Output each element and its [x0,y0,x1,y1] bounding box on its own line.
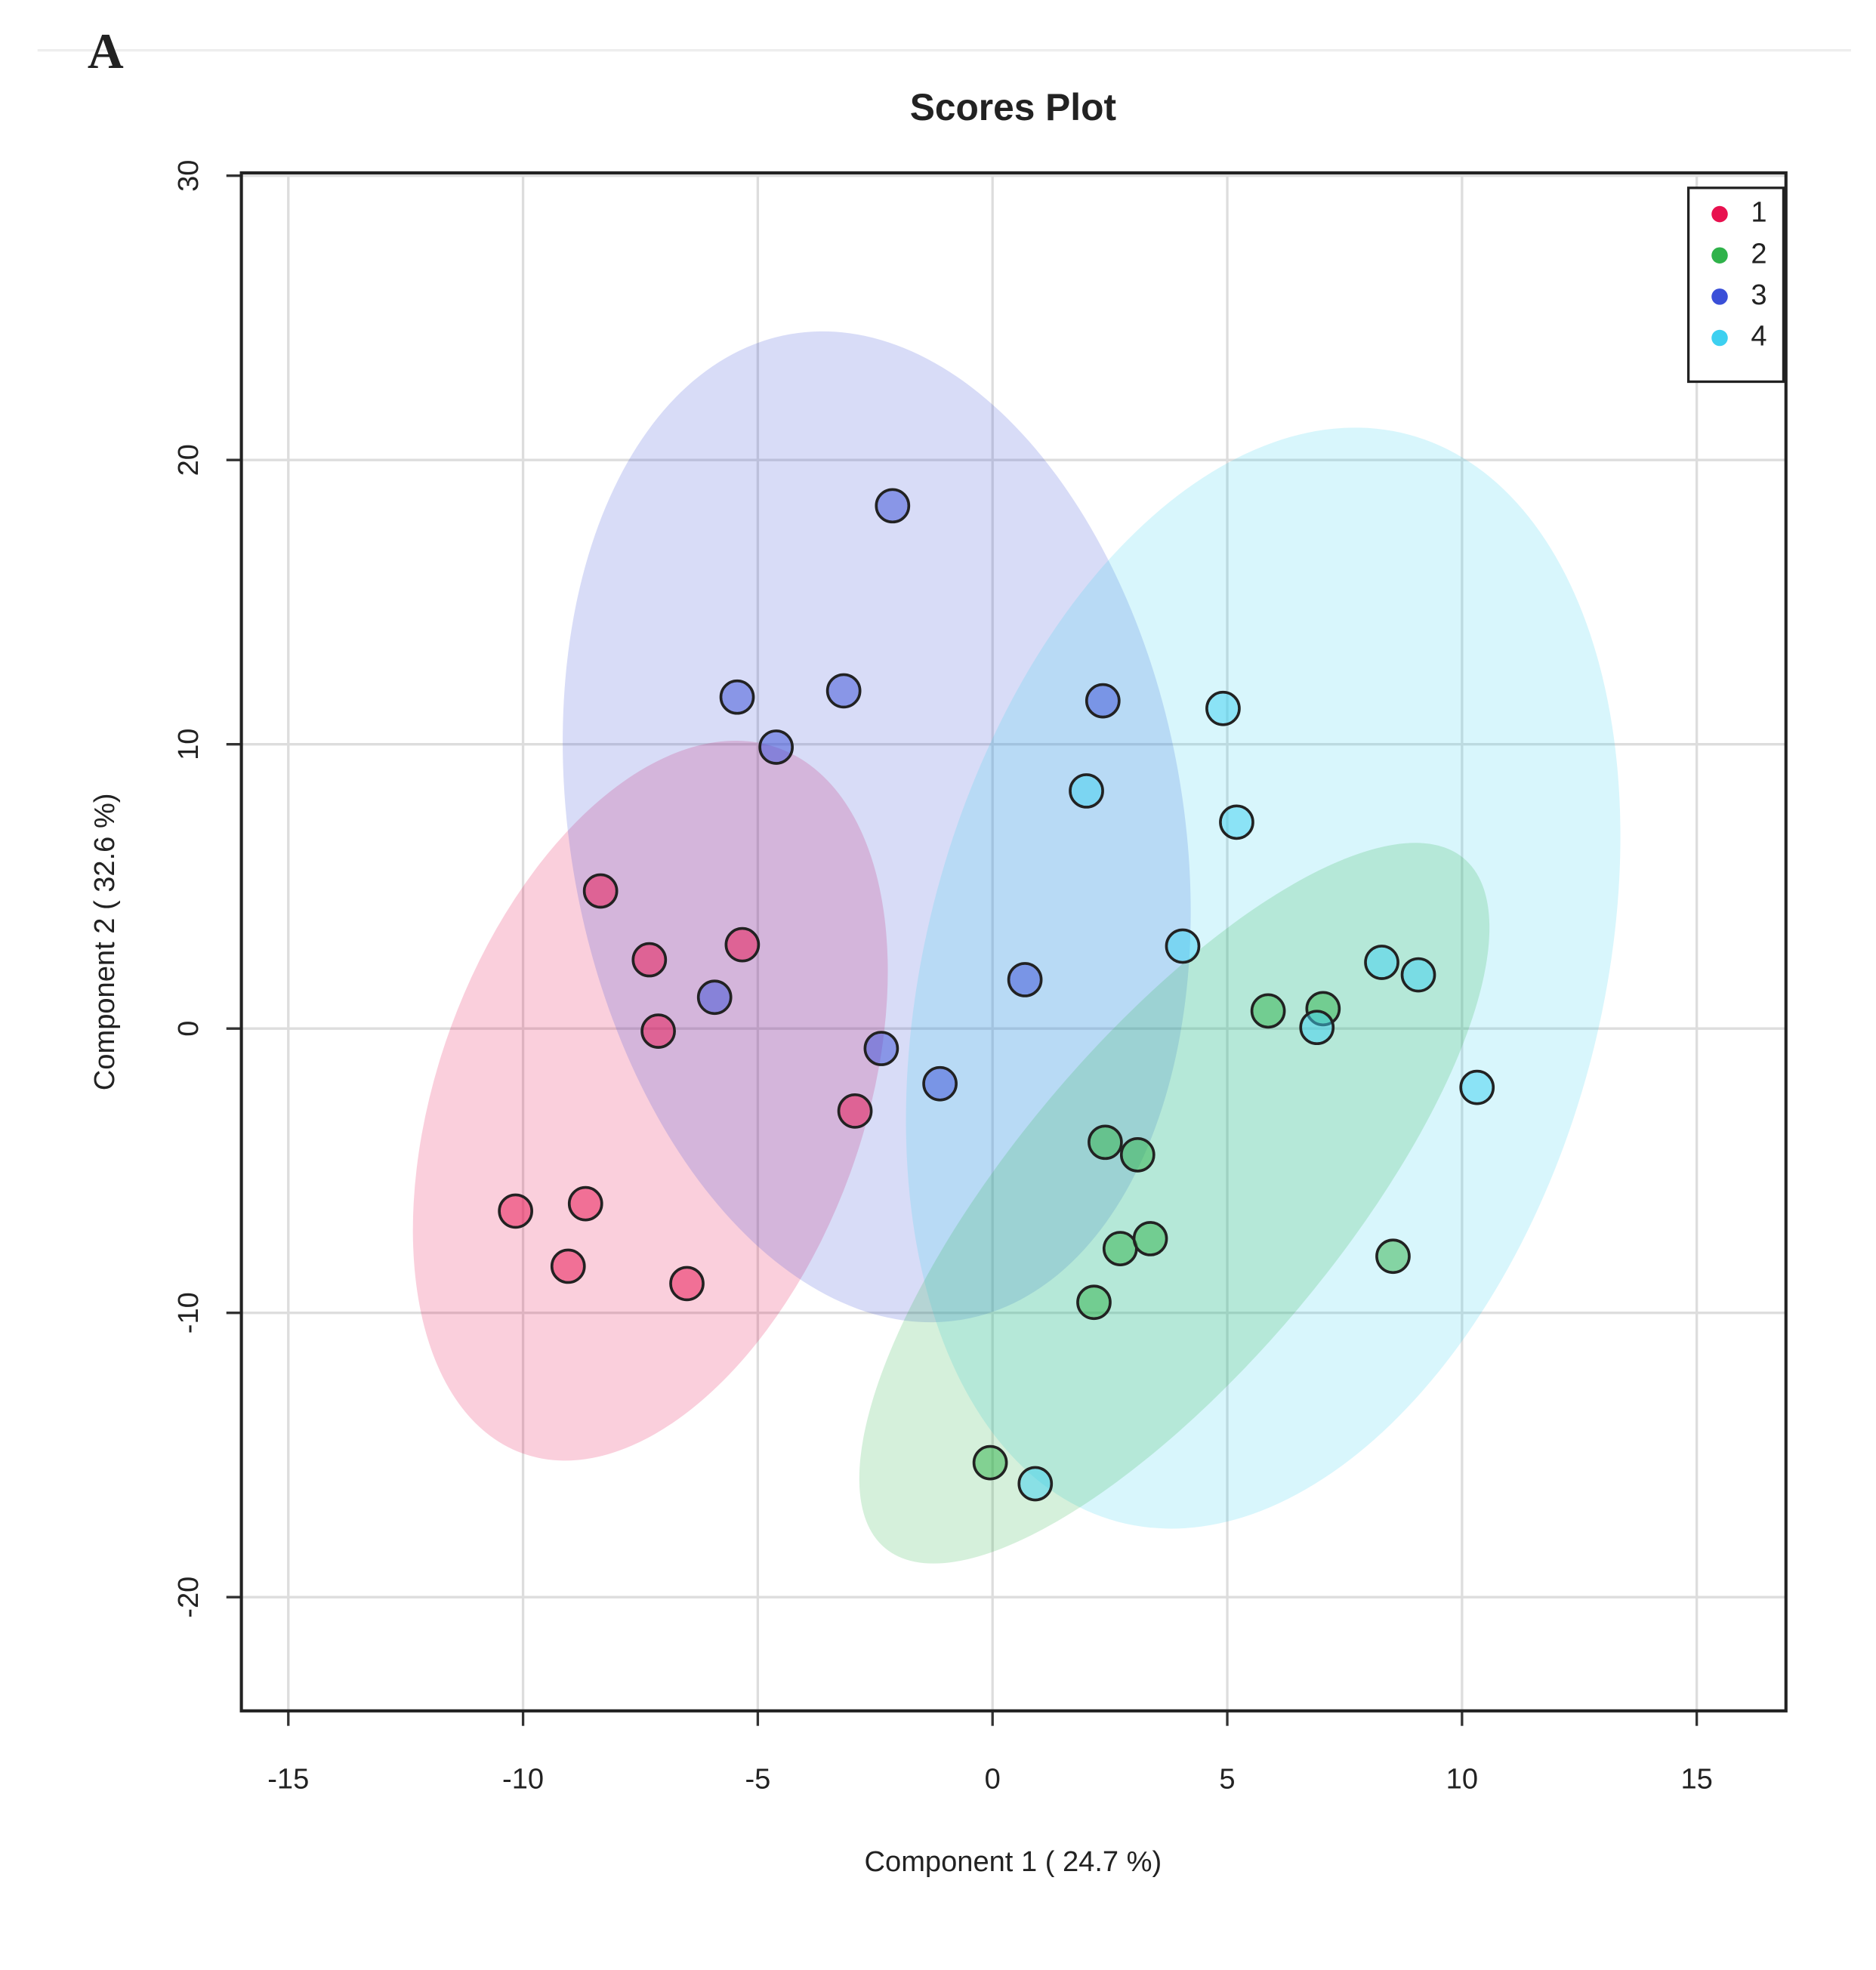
point [1219,804,1254,840]
legend-label: 4 [1751,321,1766,353]
point [719,679,755,715]
y-tick-label: 20 [173,444,205,476]
x-tick-label: -10 [502,1764,544,1796]
x-tick-label: -5 [745,1764,770,1796]
plot-frame [239,171,1788,1713]
x-tick-label: 0 [985,1764,1001,1796]
y-axis-label: Component 2 ( 32.6 %) [89,794,121,1091]
point [863,1031,899,1066]
y-tick-label: 30 [173,160,205,192]
x-tick-label: 10 [1446,1764,1478,1796]
legend-marker [1711,247,1728,264]
point [1102,1231,1138,1266]
point [758,729,794,765]
point [1069,773,1104,809]
x-axis-label: Component 1 ( 24.7 %) [865,1846,1162,1878]
point [1085,683,1121,719]
x-tick-label: 5 [1219,1764,1235,1796]
point [582,873,619,909]
legend-marker [1711,205,1728,223]
y-tick-label: -20 [173,1577,205,1618]
point [1205,690,1241,726]
point [1119,1137,1156,1173]
point [1459,1069,1495,1105]
point [1364,945,1399,980]
y-tick-label: -10 [173,1292,205,1333]
legend-marker [1711,288,1728,305]
confidence-ellipse [412,741,888,1461]
point [1076,1284,1112,1321]
legend-label: 1 [1751,197,1766,229]
confidence-ellipse [563,331,1191,1323]
point [1250,993,1286,1029]
point [922,1065,958,1102]
panel-label: A [88,24,124,79]
point [724,926,761,963]
point [640,1013,676,1049]
point [1017,1466,1054,1502]
point [1088,1124,1123,1161]
x-tick-label: -15 [267,1764,309,1796]
point [498,1193,533,1229]
point [1165,928,1201,964]
point [1007,962,1043,997]
point [669,1266,705,1302]
point [696,979,733,1016]
point [825,673,862,709]
point [1299,1010,1335,1046]
point [567,1185,603,1222]
point [875,488,911,524]
y-tick-label: 10 [173,729,205,760]
point [837,1093,873,1129]
legend-label: 2 [1751,238,1766,270]
y-tick-label: 0 [173,1021,205,1037]
chart-title: Scores Plot [910,86,1116,128]
confidence-ellipse [906,427,1621,1529]
point [631,942,668,978]
point [550,1248,586,1284]
legend-marker [1711,329,1728,347]
point [1132,1221,1168,1256]
legend-box [1686,187,1785,384]
legend-label: 3 [1751,279,1766,311]
point [1375,1238,1411,1275]
point [1400,957,1436,993]
point [972,1444,1008,1481]
x-tick-label: 15 [1680,1764,1712,1796]
